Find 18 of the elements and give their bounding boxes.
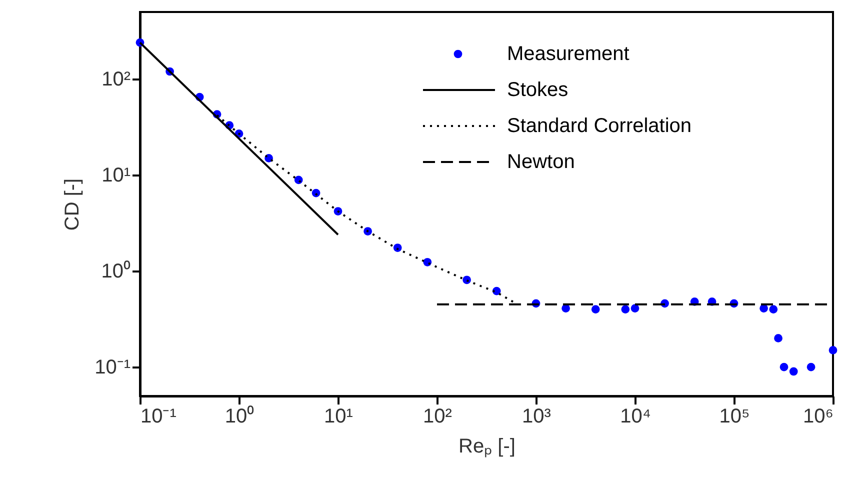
x-tick-label: 10¹ (324, 406, 354, 428)
x-tick-label: 10² (423, 406, 452, 428)
x-axis-title: Reₚ [-] (458, 436, 516, 458)
legend-label: Standard Correlation (507, 115, 692, 137)
x-tick-label: 10³ (522, 406, 552, 428)
y-tick-label: 10² (102, 68, 131, 91)
y-axis-title: CD [-] (62, 178, 84, 231)
legend-label: Newton (507, 151, 575, 173)
x-tick-label: 10⁻¹ (140, 406, 177, 428)
y-tick-label: 10⁻¹ (94, 356, 131, 379)
y-tick-label: 10⁰ (101, 260, 130, 283)
legend-label: Stokes (507, 79, 568, 101)
legend-label: Measurement (507, 43, 630, 65)
x-tick-label: 10⁶ (803, 406, 834, 428)
x-tick-label: 10⁵ (719, 406, 750, 428)
x-tick-label: 10⁴ (620, 406, 651, 428)
x-tick-label: 10⁰ (224, 404, 254, 428)
y-tick-label: 10¹ (102, 164, 131, 187)
